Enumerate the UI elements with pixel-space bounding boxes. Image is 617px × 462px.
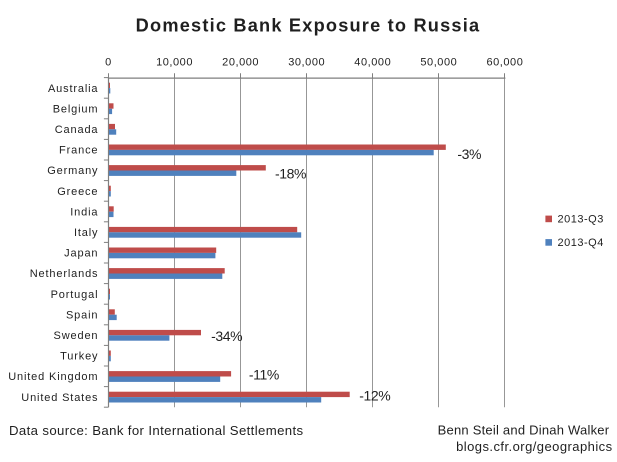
svg-text:Australia: Australia [48, 83, 98, 95]
svg-text:-34%: -34% [211, 328, 242, 344]
svg-text:Spain: Spain [66, 309, 98, 321]
svg-text:United Kingdom: United Kingdom [8, 371, 98, 383]
svg-text:Canada: Canada [55, 124, 99, 136]
svg-text:Belgium: Belgium [53, 103, 99, 115]
svg-text:-18%: -18% [275, 166, 306, 182]
svg-text:-3%: -3% [457, 146, 481, 162]
svg-text:50,000: 50,000 [420, 56, 457, 68]
svg-text:Sweden: Sweden [54, 330, 99, 342]
svg-text:Italy: Italy [74, 227, 98, 239]
svg-text:-12%: -12% [359, 387, 390, 403]
svg-text:Domestic Bank Exposure to Russ: Domestic Bank Exposure to Russia [136, 16, 481, 36]
svg-text:60,000: 60,000 [486, 56, 523, 68]
svg-text:0: 0 [105, 56, 112, 68]
svg-text:Data source: Bank for Internat: Data source: Bank for International Sett… [9, 423, 304, 438]
svg-text:20,000: 20,000 [222, 56, 259, 68]
svg-text:Greece: Greece [57, 186, 98, 198]
svg-text:2013-Q4: 2013-Q4 [558, 237, 604, 249]
svg-text:Benn Steil and Dinah Walker: Benn Steil and Dinah Walker [438, 423, 610, 438]
svg-text:Netherlands: Netherlands [30, 268, 99, 280]
svg-text:-11%: -11% [249, 367, 279, 383]
svg-text:10,000: 10,000 [156, 56, 193, 68]
svg-text:Turkey: Turkey [60, 351, 98, 363]
svg-text:Japan: Japan [64, 248, 98, 260]
svg-text:India: India [70, 206, 98, 218]
svg-text:blogs.cfr.org/geographics: blogs.cfr.org/geographics [456, 439, 613, 454]
svg-text:Portugal: Portugal [51, 289, 99, 301]
svg-text:40,000: 40,000 [354, 56, 391, 68]
svg-text:2013-Q3: 2013-Q3 [558, 214, 604, 226]
svg-text:30,000: 30,000 [288, 56, 325, 68]
svg-text:United States: United States [21, 392, 98, 404]
svg-text:Germany: Germany [47, 165, 98, 177]
svg-text:France: France [59, 145, 98, 157]
